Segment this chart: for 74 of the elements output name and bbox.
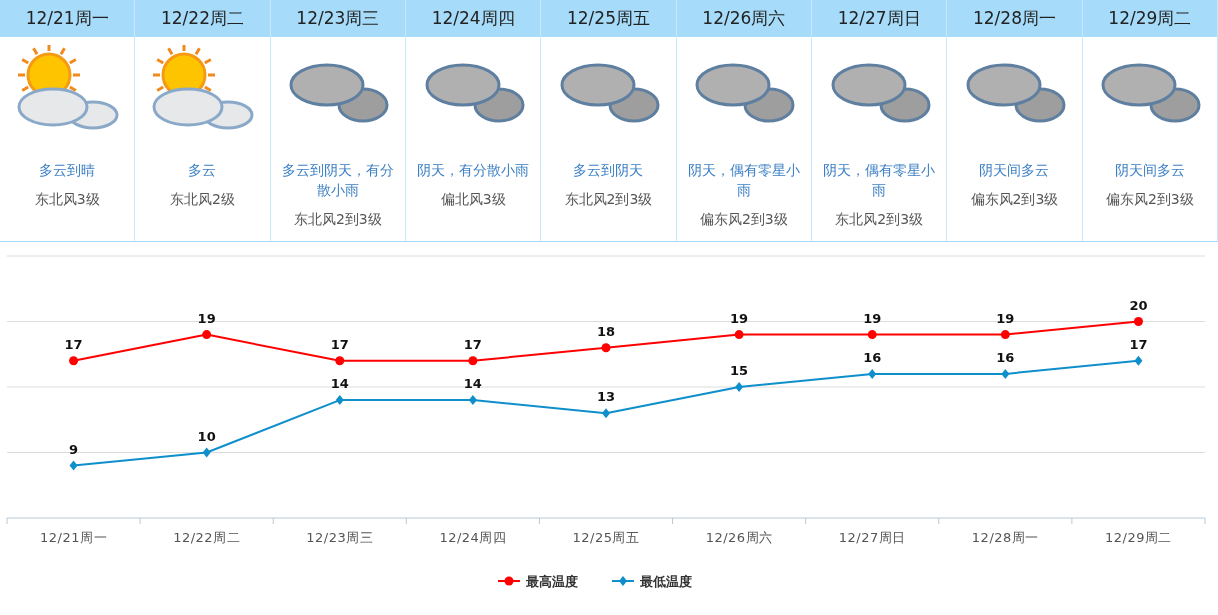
point [69, 460, 78, 471]
legend-label: 最低温度 [639, 574, 692, 589]
x-tick-label: 12/26周六 [705, 530, 773, 545]
point [734, 330, 744, 340]
data-label: 17 [1129, 336, 1148, 352]
point [202, 447, 211, 458]
text: 东北风3级 [33, 190, 101, 209]
data-label: 18 [596, 323, 616, 339]
legend-label: 最高温度 [525, 574, 578, 589]
text: 偏东风2到3级 [969, 190, 1060, 209]
point [1133, 317, 1143, 326]
category-label: 12/22周二 [135, 0, 270, 37]
text: 阴天，偶有零星小雨 [822, 161, 937, 200]
text: 偏东风2到3级 [698, 210, 789, 229]
data-label: 17 [463, 336, 482, 352]
text: 多云到阴天 [572, 161, 645, 180]
point [335, 356, 345, 366]
data-label: 15 [730, 363, 749, 378]
category-label: 12/25周五 [541, 0, 676, 37]
x-tick-label: 12/25周五 [572, 530, 640, 545]
category-label: 12/24周四 [406, 0, 541, 37]
category-label: 12/29周二 [1082, 0, 1217, 37]
data-label: 14 [463, 376, 482, 392]
x-tick-label: 12/23周三 [306, 530, 374, 545]
x-tick-label: 12/29周二 [1104, 530, 1172, 545]
text: 阴天，偶有零星小雨 [686, 161, 801, 200]
x-tick-label: 12/27周日 [838, 530, 906, 545]
text: 偏北风3级 [439, 190, 507, 209]
data-label: 20 [1129, 297, 1148, 313]
category-label: 12/28周一 [947, 0, 1082, 37]
point [1001, 368, 1010, 379]
data-label: 9 [69, 441, 79, 457]
point [1000, 330, 1010, 340]
data-label: 19 [996, 310, 1015, 326]
text: 多云 [187, 161, 218, 180]
data-label: 17 [330, 336, 349, 352]
point [735, 382, 744, 392]
point [868, 368, 877, 379]
point [601, 343, 611, 353]
data-label: 16 [996, 349, 1015, 365]
data-label: 19 [863, 310, 882, 326]
point [202, 330, 212, 340]
data-label: 16 [863, 349, 882, 365]
text: 阴天间多云 [978, 161, 1051, 180]
point [69, 356, 79, 366]
data-label: 19 [197, 310, 216, 326]
text: 东北风2到3级 [292, 210, 383, 229]
text: 东北风2到3级 [563, 190, 654, 209]
text: 偏东风2到3级 [1104, 190, 1195, 209]
data-label: 14 [330, 376, 349, 392]
point [468, 356, 478, 366]
x-tick-label: 12/28周一 [971, 530, 1039, 545]
category-label: 12/21周一 [0, 0, 135, 37]
data-label: 17 [64, 336, 83, 352]
text: 阴天间多云 [1113, 161, 1186, 180]
text: 东北风2到3级 [834, 210, 925, 229]
x-tick-label: 12/24周四 [439, 530, 507, 545]
point [335, 395, 344, 406]
point [1134, 355, 1143, 366]
data-label: 10 [197, 428, 216, 444]
x-tick-label: 12/21周一 [40, 530, 108, 545]
data-label: 13 [596, 389, 616, 405]
point [867, 330, 877, 340]
category-label: 12/23周三 [270, 0, 405, 37]
text: 东北风2级 [169, 190, 236, 209]
text: 多云到阴天，有分散小雨 [280, 161, 395, 200]
data-label: 19 [730, 310, 749, 326]
point [468, 395, 477, 406]
text: 阴天，有分散小雨 [416, 161, 531, 180]
point [602, 408, 610, 419]
category-label: 12/27周日 [812, 0, 947, 37]
text: 多云到晴 [38, 161, 97, 180]
x-tick-label: 12/22周二 [173, 530, 241, 545]
category-label: 12/26周六 [676, 0, 811, 37]
